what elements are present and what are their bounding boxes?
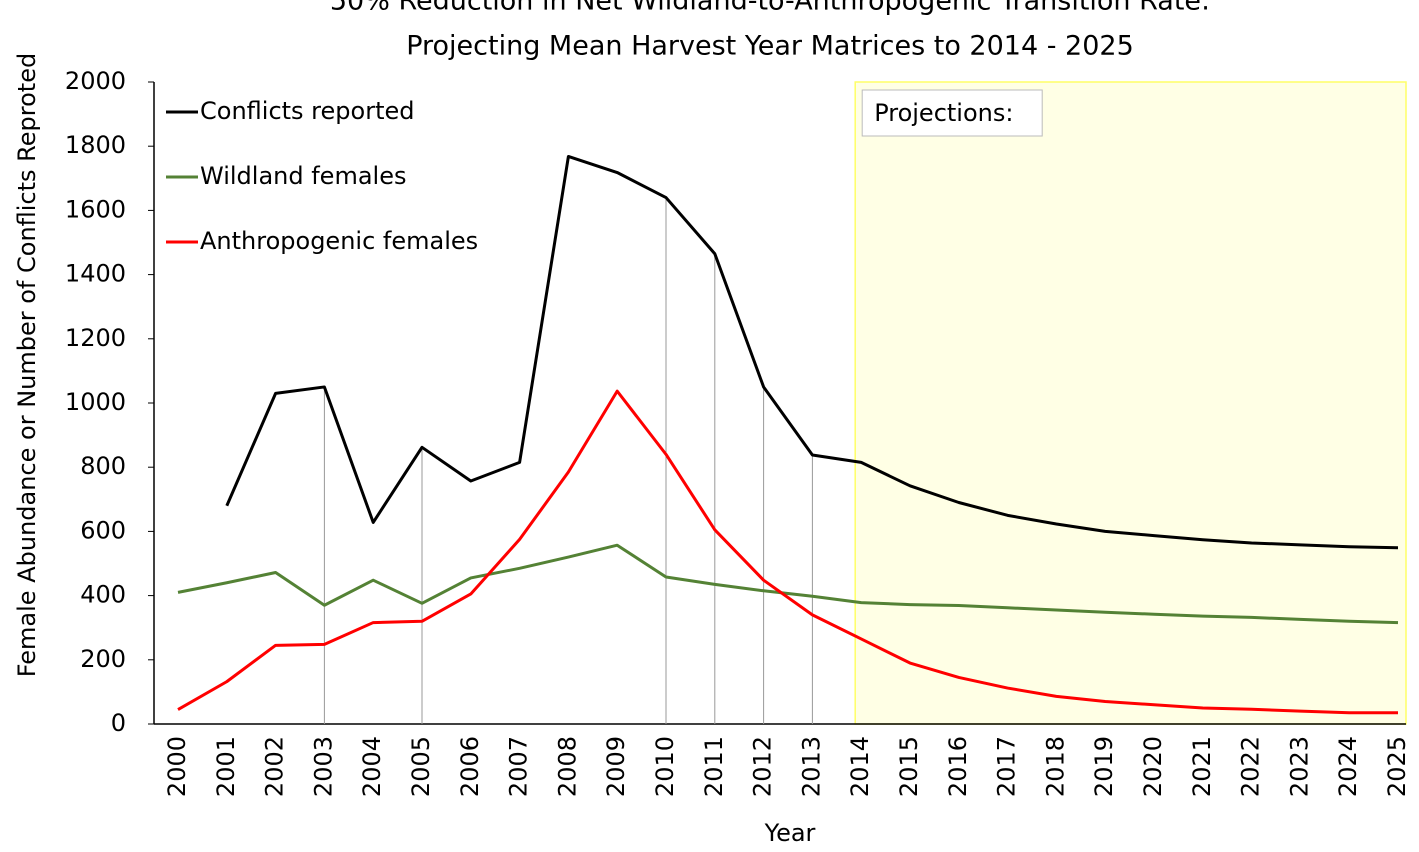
legend-label: Conflicts reported [200,97,414,125]
x-tick-label: 2008 [553,736,581,797]
x-tick-label: 2012 [749,736,777,797]
y-axis-label: Female Abundance or Number of Conflicts … [13,53,41,677]
x-tick-label: 2000 [163,736,191,797]
x-axis-label: Year [764,819,816,847]
chart-title: 50% Reduction in Net Wildland-to-Anthrop… [330,0,1210,17]
x-tick-label: 2010 [651,736,679,797]
x-tick-label: 2015 [895,736,923,797]
x-tick-label: 2003 [309,736,337,797]
x-tick-label: 2011 [700,736,728,797]
x-tick-label: 2019 [1090,736,1118,797]
x-tick-label: 2006 [456,736,484,797]
annotation: Projections: [874,99,1013,127]
y-tick-label: 1400 [65,260,126,288]
x-tick-label: 2009 [602,736,630,797]
legend-label: Anthropogenic females [200,227,478,255]
y-tick-label: 1200 [65,324,126,352]
y-tick-label: 2000 [65,67,126,95]
y-tick-label: 400 [80,581,126,609]
x-tick-label: 2023 [1285,736,1313,797]
x-tick-label: 2001 [212,736,240,797]
line-series [225,154,1399,550]
x-tick-label: 2005 [407,736,435,797]
y-tick-label: 1000 [65,388,126,416]
x-tick-label: 2014 [846,736,874,797]
annotation-box [861,89,1043,137]
y-tick-label: 1800 [65,131,126,159]
x-tick-label: 2018 [1041,736,1069,797]
line-series [177,389,1398,715]
y-tick-label: 1600 [65,195,126,223]
y-tick-label: 800 [80,452,126,480]
legend-label: Wildland females [200,162,406,190]
x-tick-label: 2004 [358,736,386,797]
chart-title: Projecting Mean Harvest Year Matrices to… [406,31,1134,62]
x-tick-label: 2024 [1334,736,1362,797]
projection-region [854,81,1407,725]
x-tick-label: 2007 [505,736,533,797]
x-tick-label: 2016 [944,736,972,797]
y-tick-label: 600 [80,516,126,544]
y-tick-label: 0 [111,709,126,737]
x-tick-label: 2020 [1139,736,1167,797]
x-tick-label: 2013 [797,736,825,797]
line-series [177,543,1399,625]
x-tick-label: 2017 [993,736,1021,797]
x-tick-label: 2025 [1383,736,1411,797]
y-tick-label: 200 [80,645,126,673]
x-tick-label: 2002 [261,736,289,797]
x-tick-label: 2022 [1237,736,1265,797]
x-tick-label: 2021 [1188,736,1216,797]
